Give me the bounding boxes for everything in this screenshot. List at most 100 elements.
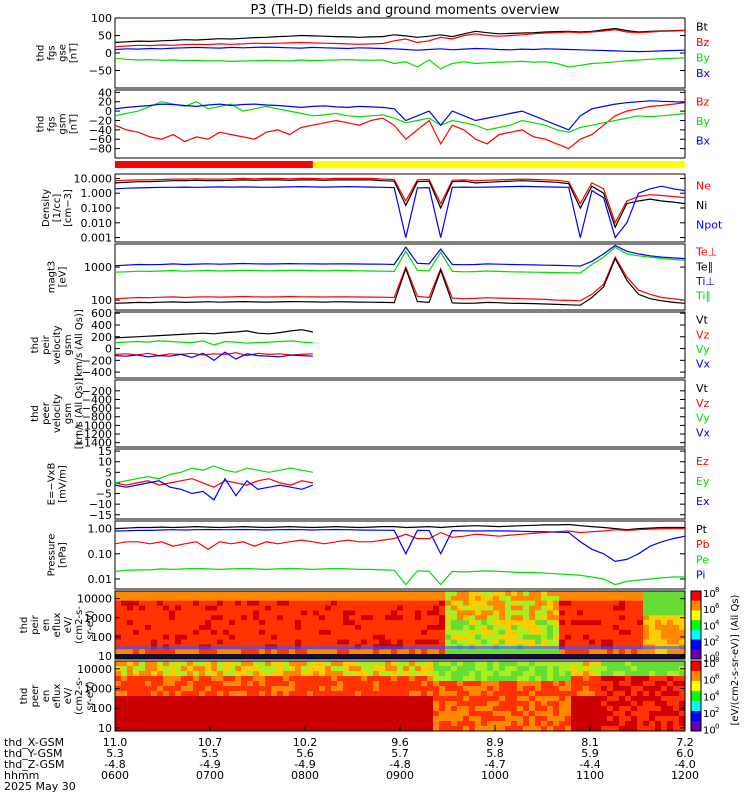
spectrogram-cell: [373, 706, 380, 712]
spectrogram-cell: [469, 706, 476, 712]
spectrogram-cell: [415, 691, 422, 697]
spectrogram-cell: [565, 600, 572, 607]
spectrogram-cell: [163, 726, 170, 732]
ephemeris-label: thd_X-GSM: [4, 736, 64, 749]
spectrogram-cell: [217, 595, 224, 602]
spectrogram-cell: [505, 666, 512, 672]
spectrogram-cell: [559, 671, 566, 677]
legend-entry: Ti∥: [695, 290, 711, 303]
spectrogram-cell: [403, 676, 410, 682]
spectrogram-cell: [433, 666, 440, 672]
spectrogram-cell: [601, 610, 608, 616]
spectrogram-cell: [661, 629, 668, 636]
colorbar-tick-label: 10: [703, 726, 716, 737]
spectrogram-cell: [493, 701, 500, 707]
spectrogram-cell: [385, 605, 392, 611]
spectrogram-cell: [145, 701, 152, 707]
series-Bz: [114, 102, 686, 150]
spectrogram-cell: [667, 634, 674, 641]
spectrogram-cell: [361, 591, 368, 597]
y-tick-label: 10: [98, 650, 112, 663]
spectrogram-cell: [481, 721, 488, 727]
spectrogram-cell: [247, 625, 254, 631]
spectrogram-cell: [175, 696, 182, 702]
spectrogram-cell: [235, 726, 242, 732]
spectrogram-cell: [517, 605, 524, 611]
spectrogram-cell: [175, 716, 182, 722]
spectrogram-cell: [187, 676, 194, 682]
spectrogram-cell: [289, 620, 296, 626]
spectrogram-cell: [541, 726, 548, 732]
spectrogram-cell: [325, 696, 332, 702]
spectrogram-cell: [169, 610, 176, 616]
spectrogram-cell: [247, 716, 254, 722]
spectrogram-cell: [205, 716, 212, 722]
spectrogram-cell: [643, 666, 650, 672]
spectrogram-cell: [289, 634, 296, 641]
spectrogram-cell: [259, 701, 266, 707]
spectrogram-cell: [265, 625, 272, 631]
series-Ti∥: [114, 246, 686, 274]
spectrogram-cell: [643, 620, 650, 626]
spectrogram-cell: [583, 701, 590, 707]
spectrogram-cell: [403, 634, 410, 641]
spectrogram-cell: [265, 701, 272, 707]
spectrogram-cell: [175, 595, 182, 602]
spectrogram-cell: [271, 671, 278, 677]
spectrogram-cell: [637, 706, 644, 712]
spectrogram-cell: [265, 661, 272, 667]
spectrogram-cell: [157, 634, 164, 641]
spectrogram-cell: [265, 671, 272, 677]
spectrogram-cell: [415, 706, 422, 712]
spectrogram-cell: [679, 649, 686, 655]
spectrogram-cell: [337, 649, 344, 655]
spectrogram-cell: [409, 686, 416, 692]
spectrogram-cell: [595, 625, 602, 631]
spectrogram-cell: [337, 696, 344, 702]
spectrogram-cell: [481, 716, 488, 722]
spectrogram-cell: [631, 615, 638, 621]
spectrogram-cell: [319, 706, 326, 712]
legend-entry: Pb: [696, 538, 710, 551]
spectrogram-cell: [139, 605, 146, 611]
spectrogram-cell: [481, 711, 488, 717]
spectrogram-cell: [181, 686, 188, 692]
y-tick-label: 400: [91, 319, 112, 332]
colorbar-segment: [691, 721, 701, 732]
spectrogram-cell: [277, 681, 284, 687]
spectrogram-cell: [661, 716, 668, 722]
spectrogram-cell: [229, 706, 236, 712]
spectrogram-cell: [631, 676, 638, 682]
spectrogram-cell: [505, 615, 512, 621]
spectrogram-cell: [463, 711, 470, 717]
spectrogram-cell: [409, 726, 416, 732]
spectrogram-cell: [397, 591, 404, 597]
spectrogram-cell: [445, 691, 452, 697]
spectrogram-cell: [151, 701, 158, 707]
spectrogram-cell: [553, 639, 560, 645]
series-Vx: [114, 351, 313, 362]
spectrogram-cell: [169, 696, 176, 702]
spectrogram-cell: [529, 666, 536, 672]
spectrogram-cell: [439, 691, 446, 697]
spectrogram-cell: [121, 605, 128, 611]
spectrogram-cell: [655, 634, 662, 641]
colorbar-segment: [691, 591, 701, 602]
spectrogram-cell: [301, 696, 308, 702]
spectrogram-cell: [223, 711, 230, 717]
spectrogram-cell: [331, 600, 338, 607]
spectrogram-cell: [427, 639, 434, 645]
spectrogram-cell: [541, 666, 548, 672]
spectrogram-cell: [391, 706, 398, 712]
spectrogram-cell: [607, 634, 614, 641]
spectrogram-cell: [373, 696, 380, 702]
spectrogram-cell: [367, 625, 374, 631]
spectrogram-cell: [649, 591, 656, 597]
spectrogram-cell: [499, 620, 506, 626]
spectrogram-cell: [643, 681, 650, 687]
spectrogram-cell: [205, 711, 212, 717]
spectrogram-cell: [217, 671, 224, 677]
spectrogram-cell: [211, 726, 218, 732]
spectrogram-cell: [301, 686, 308, 692]
